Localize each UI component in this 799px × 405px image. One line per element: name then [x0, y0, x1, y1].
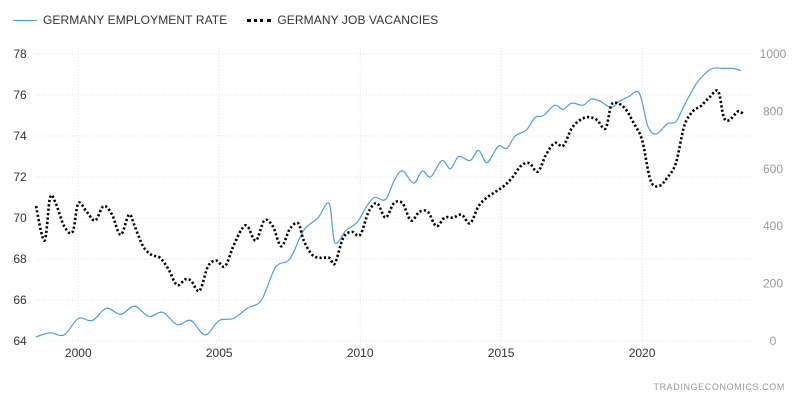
series-employment [35, 67, 741, 338]
x-tick-label: 2010 [347, 346, 374, 360]
y-left-tick-label: 66 [13, 293, 27, 307]
y-left-tick-label: 78 [13, 47, 27, 61]
y-right-tick-label: 800 [763, 104, 783, 118]
job-vacancies-line [34, 89, 745, 293]
y-axis-left: 64 66 68 70 72 74 76 78 [13, 47, 27, 348]
x-tick-label: 2005 [206, 346, 233, 360]
y-right-tick-label: 600 [763, 162, 783, 176]
legend-item-vacancies[interactable]: GERMANY JOB VACANCIES [247, 13, 438, 27]
y-left-tick-label: 74 [13, 129, 27, 143]
x-axis: 2000 2005 2010 2015 2020 [65, 346, 656, 360]
y-right-tick-label: 400 [763, 219, 783, 233]
y-right-tick-label: 200 [763, 277, 783, 291]
x-tick-label: 2015 [488, 346, 515, 360]
y-left-tick-label: 64 [13, 334, 27, 348]
legend-swatch-solid-line-icon [13, 19, 37, 21]
y-left-tick-label: 72 [13, 170, 27, 184]
y-left-tick-label: 76 [13, 88, 27, 102]
employment-rate-line [35, 67, 741, 338]
y-right-tick-label: 1000 [760, 47, 787, 61]
gridlines [36, 48, 752, 342]
watermark: TRADINGECONOMICS.COM [653, 382, 785, 392]
legend-item-employment[interactable]: GERMANY EMPLOYMENT RATE [13, 13, 227, 27]
legend-label-employment: GERMANY EMPLOYMENT RATE [43, 13, 228, 27]
legend-label-vacancies: GERMANY JOB VACANCIES [277, 13, 439, 27]
legend: GERMANY EMPLOYMENT RATE GERMANY JOB VACA… [13, 13, 458, 27]
legend-swatch-dotted-line-icon [247, 18, 272, 22]
y-left-tick-label: 68 [13, 252, 27, 266]
x-tick-label: 2020 [629, 346, 656, 360]
x-tick-label: 2000 [65, 346, 92, 360]
y-left-tick-label: 70 [13, 211, 27, 225]
y-axis-right: 0 200 400 600 800 1000 [760, 47, 787, 348]
y-right-tick-label: 0 [770, 334, 777, 348]
series-vacancies [34, 89, 745, 293]
